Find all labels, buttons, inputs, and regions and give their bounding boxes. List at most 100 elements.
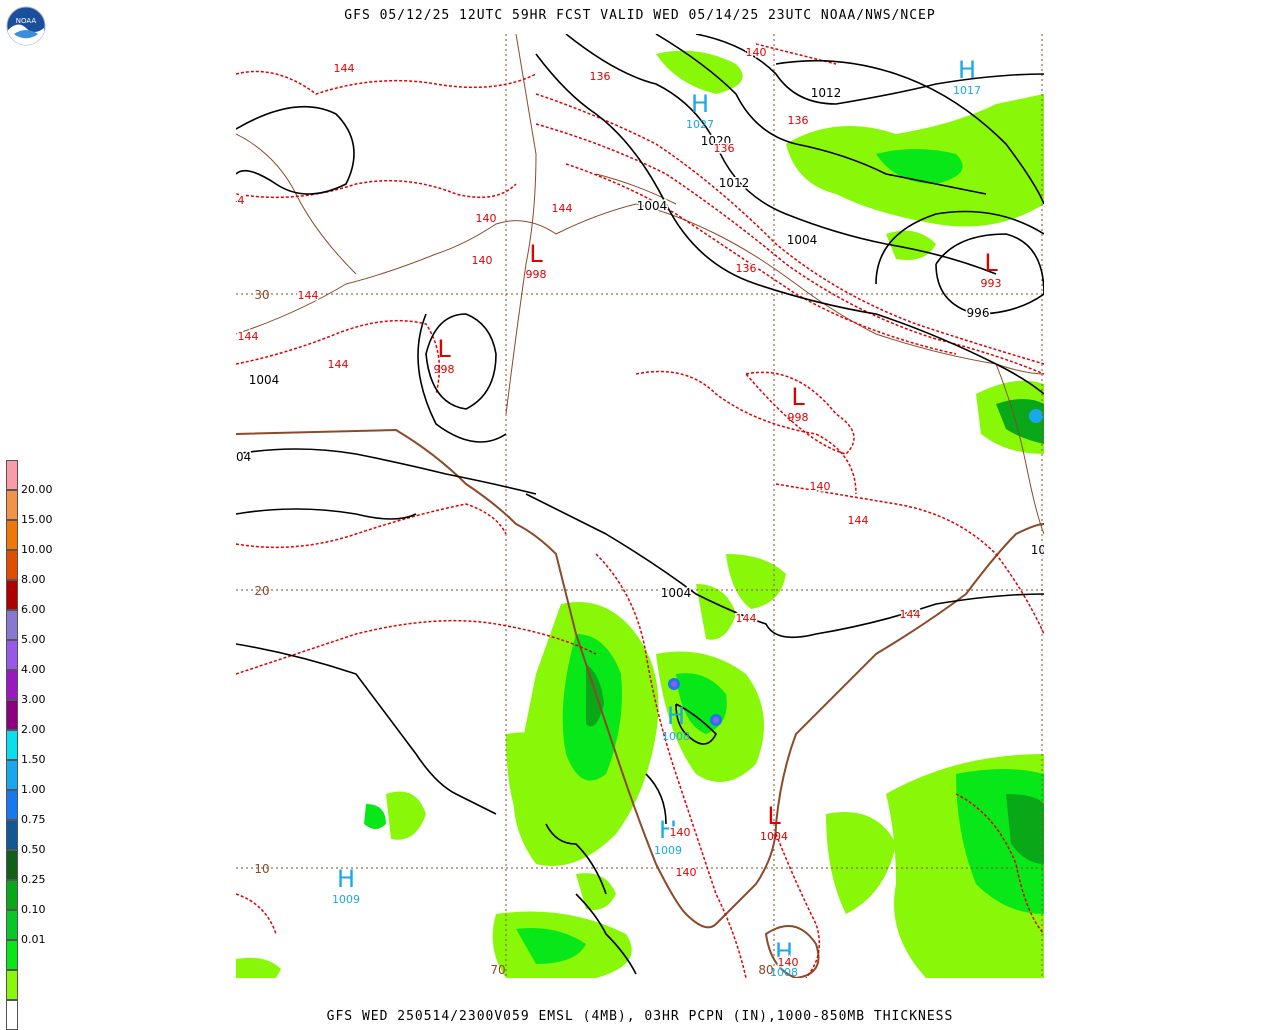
legend-label: 1.00 [21, 783, 46, 796]
legend-label: 15.00 [21, 513, 53, 526]
pressure-center-value: 998 [526, 268, 547, 281]
legend-swatch [6, 700, 18, 730]
map-canvas: H1017H1027L993L998L998L998H1008H1009L100… [236, 34, 1044, 978]
legend-swatch [6, 820, 18, 850]
thickness-label: 144 [236, 194, 245, 207]
pressure-center-value: 1027 [686, 118, 714, 131]
pressure-center-value: 1004 [760, 830, 788, 843]
legend-label: 1.50 [21, 753, 46, 766]
legend-swatch [6, 760, 18, 790]
legend-label: 20.00 [21, 483, 53, 496]
thickness-label: 144 [238, 330, 259, 343]
map-caption: GFS WED 250514/2300V059 EMSL (4MB), 03HR… [326, 1009, 954, 1024]
pressure-centers: H1017H1027L993L998L998L998H1008H1009L100… [332, 56, 1002, 978]
lat-lon-grid [236, 34, 1044, 978]
legend-label: 8.00 [21, 573, 46, 586]
longitude-label: 80 [758, 963, 773, 977]
noaa-logo: NOAA [6, 6, 46, 46]
thickness-label: 140 [810, 480, 831, 493]
thickness-contours [236, 43, 1044, 978]
legend-swatch [6, 970, 18, 1000]
thickness-label: 144 [736, 612, 757, 625]
thickness-label: 140 [746, 46, 767, 59]
pressure-center-value: 1009 [332, 893, 360, 906]
legend-label: 3.00 [21, 693, 46, 706]
legend-label: 5.00 [21, 633, 46, 646]
isobar-label: 1004 [249, 373, 280, 387]
pressure-center-value: 993 [981, 277, 1002, 290]
thickness-labels: 144 140 136 136 136 144 140 140 144 144 140 144 144 1… [236, 45, 922, 971]
thickness-label: 140 [472, 254, 493, 267]
thickness-label: 144 [328, 358, 349, 371]
pressure-center-value: 1009 [654, 844, 682, 857]
thickness-label: 144 [334, 62, 355, 75]
pressure-center-letter: L [984, 249, 998, 277]
thickness-label: 140 [476, 212, 497, 225]
legend-swatch [6, 910, 18, 940]
thickness-label: 136 [714, 142, 735, 155]
legend-label: 0.50 [21, 843, 46, 856]
pressure-center-letter: H [667, 702, 685, 730]
thickness-label: 144 [552, 202, 573, 215]
pressure-center-letter: H [958, 56, 976, 84]
legend-label: 6.00 [21, 603, 46, 616]
isobar-label: 1012 [719, 176, 750, 190]
thickness-label: 140 [676, 866, 697, 879]
isobar-label: 1004 [637, 199, 668, 213]
legend-swatch [6, 640, 18, 670]
legend-swatch [6, 520, 18, 550]
pressure-center-letter: L [529, 240, 543, 268]
thickness-label: 144 [900, 608, 921, 621]
isobar-label: 996 [967, 306, 990, 320]
legend-swatch [6, 610, 18, 640]
legend-swatch [6, 790, 18, 820]
legend-swatch [6, 490, 18, 520]
thickness-label: 144 [848, 514, 869, 527]
noaa-logo-text: NOAA [16, 17, 37, 25]
legend-label: 10.00 [21, 543, 53, 556]
legend-label: 0.01 [21, 933, 46, 946]
legend-swatch [6, 880, 18, 910]
legend-label: 0.10 [21, 903, 46, 916]
longitude-label: 70 [490, 963, 505, 977]
legend-swatch [6, 940, 18, 970]
pressure-center-letter: L [437, 335, 451, 363]
isobar-label: 1012 [811, 86, 842, 100]
legend-label: 2.00 [21, 723, 46, 736]
pressure-center-letter: L [791, 383, 805, 411]
legend-swatch [6, 730, 18, 760]
pressure-center-value: 1008 [662, 730, 690, 743]
isobar-label: 1020 [701, 134, 732, 148]
isobar-contours [236, 34, 1044, 975]
coastlines-borders [236, 34, 1044, 978]
pressure-center-letter: L [767, 802, 781, 830]
thickness-label: 136 [788, 114, 809, 127]
legend-label: 0.25 [21, 873, 46, 886]
pressure-center-letter: H [775, 938, 793, 966]
legend-label: 0.75 [21, 813, 46, 826]
isobar-label: 1004 [787, 233, 818, 247]
thickness-label: 144 [298, 289, 319, 302]
latitude-label: 30 [254, 288, 269, 302]
legend-swatch [6, 550, 18, 580]
pressure-center-letter: H [659, 816, 677, 844]
thickness-label: 140 [670, 826, 691, 839]
isobar-labels: 1012 1020 1012 1004 1004 996 1004 1004 1004 1004 [236, 85, 1044, 602]
legend-swatch [6, 460, 18, 490]
legend-swatch [6, 670, 18, 700]
pressure-center-value: 1017 [953, 84, 981, 97]
pressure-center-letter: H [691, 90, 709, 118]
isobar-label: 1004 [236, 450, 251, 464]
weather-map: H 1017 H 1027 L 993 L 998 L 998 L 998 H 1008 H 1009 L 100… [236, 34, 1044, 978]
latitude-label: 10 [254, 862, 269, 876]
forecast-title: GFS 05/12/25 12UTC 59HR FCST VALID WED 0… [344, 8, 936, 23]
legend-label: 4.00 [21, 663, 46, 676]
pressure-center-letter: H [337, 865, 355, 893]
latitude-label: 20 [254, 584, 269, 598]
isobar-label: 1004 [661, 586, 692, 600]
pressure-center-value: 1008 [770, 966, 798, 978]
thickness-label: 136 [590, 70, 611, 83]
isobar-label: 1004 [1031, 543, 1044, 557]
legend-swatch [6, 850, 18, 880]
thickness-label: 140 [778, 956, 799, 969]
